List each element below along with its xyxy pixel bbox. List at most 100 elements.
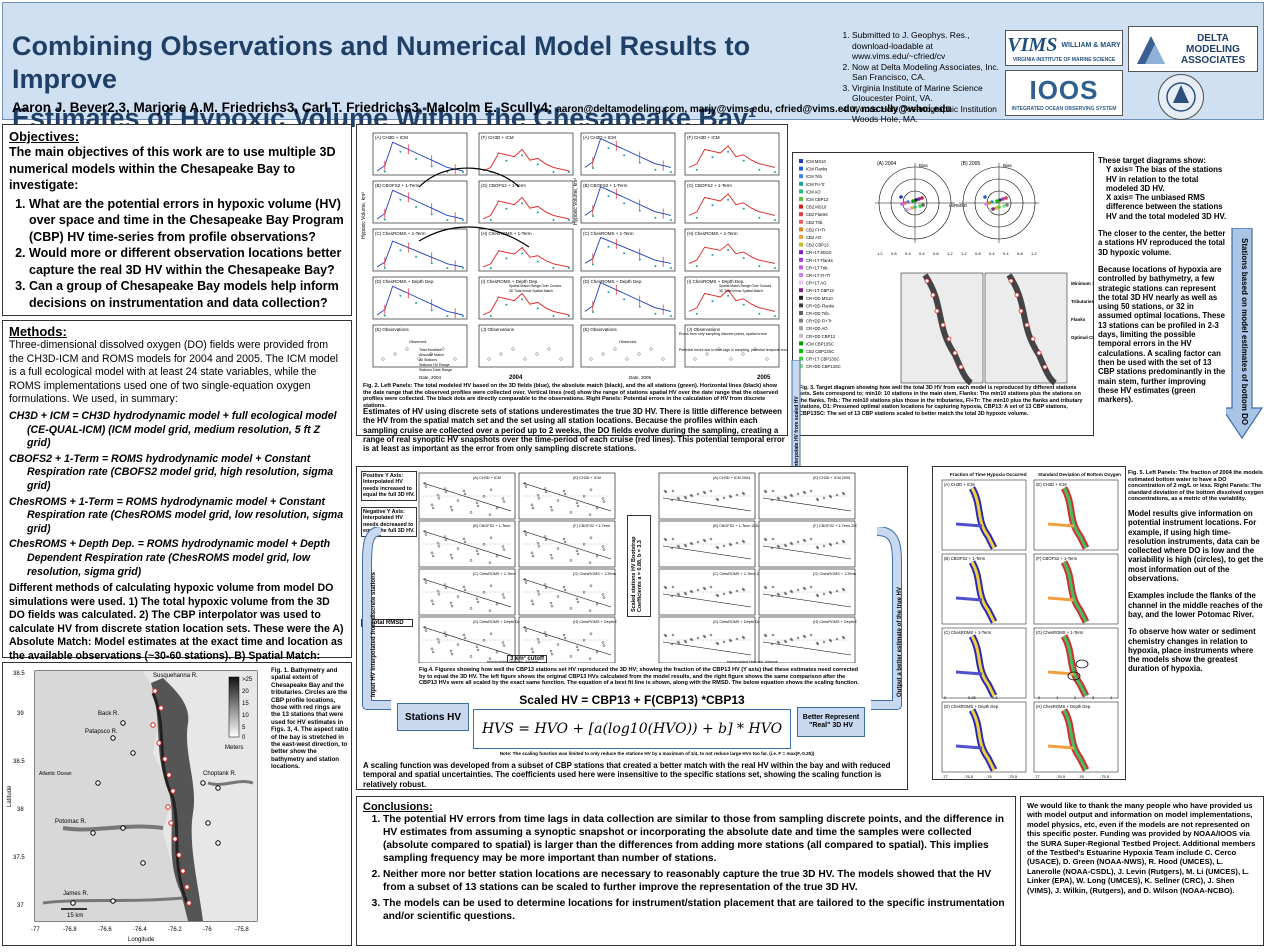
fig5-map-frame (1033, 479, 1119, 551)
scaled-hv-formula: HVS = HVO + [a(log10(HVO)) + b] * HVO (473, 709, 791, 749)
fig5-header: Fraction of Time Hypoxia Occurred (950, 472, 1027, 477)
fig1-ytick: 38.5 (13, 759, 25, 765)
fig4-point (476, 648, 480, 652)
fig2-caption: Fig. 2. Left Panels: The total modeled H… (363, 383, 778, 409)
fig3-data-marker (918, 204, 922, 208)
fig2-point (607, 291, 610, 294)
fig3-legend-entry: CR+DD FI+Tr (806, 319, 832, 324)
ioos-logo-sub: INTEGRATED OCEAN OBSERVING SYSTEM (1011, 105, 1117, 112)
fig4-point (569, 511, 573, 514)
fig1-ytick: 37.5 (13, 855, 25, 861)
fig2-point (654, 168, 657, 171)
fig3-legend-marker (799, 333, 803, 338)
fig2-series-line (584, 137, 672, 168)
fig3-data-marker (1001, 197, 1005, 201)
fig4-point (469, 559, 473, 562)
fig4-point (770, 642, 774, 646)
fig2-point (591, 215, 594, 217)
station-marker (156, 740, 162, 746)
fig5-bay-core (970, 561, 996, 623)
method-chesroms-dd: ChesROMS + Depth Dep. = ROMS hydrodynami… (9, 538, 345, 579)
fig2-point (711, 156, 714, 159)
fig3-station-marker (1014, 292, 1020, 298)
fig3-panel: ICM MS10 ICM Flanks ICM Trib. ICM FI+Tr ICM … (792, 152, 1094, 436)
station-marker (176, 852, 182, 858)
fig3-legend-entry: CR+DD Trib. (806, 311, 830, 316)
fig4-point (664, 586, 668, 590)
fig1-cb-tick: 5 (242, 725, 246, 731)
fig2-panel-title: (C) ChesROMS + 1-Term (583, 231, 634, 236)
fig2-point (654, 216, 657, 219)
fig4-point (501, 545, 505, 548)
fig4-fit-line (662, 593, 752, 608)
fig4-panel-title: (G) ChesROMS + 1-Term 2005 (813, 572, 857, 576)
fig4-point (816, 546, 820, 550)
fig5-xtick: -76 (1078, 774, 1085, 779)
method-icm: CH3D + ICM = CH3D hydrodynamic model + f… (9, 410, 345, 451)
fig4-point (423, 626, 427, 629)
fig4-panel-title: (C) ChesROMS + 1-Term 2004 (713, 572, 765, 576)
fig4-fit-line (762, 641, 852, 656)
fig2-panel-title: (F) CH3D + ICM (481, 135, 514, 140)
fig3-legend-marker (799, 204, 803, 209)
fig4-point (835, 589, 839, 593)
fig1-label: Back R. (98, 711, 119, 717)
fig5-bay-core (1062, 635, 1088, 697)
fig4-scaled-note: Scaled stations HV Bootstrap Coefficient… (631, 536, 643, 613)
affiliation-3: Virginia Institute of Marine Science Glo… (852, 83, 1008, 104)
fig2-observed-point (613, 347, 617, 351)
fig4-point (495, 506, 499, 510)
fig2-point (521, 202, 524, 205)
fig2-year-label: 2005 (757, 375, 771, 381)
fig4-point (671, 537, 675, 541)
fig4-point (729, 591, 733, 595)
fig2-point (607, 245, 610, 248)
fig5-text-2: Examples include the flanks of the chann… (1128, 591, 1263, 619)
fig2-point (430, 309, 433, 312)
fig5-colorbar-tick: 0 (944, 695, 947, 700)
fig4-point (431, 602, 435, 606)
fig3-legend-entry: ICM AO (806, 189, 821, 194)
fig2-point (774, 219, 776, 221)
fig2-curve-arrow (418, 226, 530, 248)
fig4-point (690, 494, 694, 498)
fig4-point (777, 641, 781, 645)
fig4-point (582, 639, 586, 642)
conclusion-item: Neither more nor better station location… (383, 868, 1009, 894)
fig4-fit-line (662, 641, 752, 656)
fig2-point (727, 198, 730, 201)
fig3-data-marker (990, 200, 994, 204)
fig2-observed-point (649, 347, 653, 351)
fig5-panel-title: (E) CH3D + ICM (1036, 482, 1067, 487)
fig4-point (436, 494, 440, 497)
fig4-point (569, 559, 573, 562)
fig4-point (722, 496, 726, 500)
fig4-panel-title: (B) CBOFS2 + 1-Term 2004 (713, 524, 760, 528)
fig2-observed-point (741, 352, 745, 356)
fig2-point (415, 302, 418, 304)
fig2-series-line (584, 281, 672, 312)
fig4-point (450, 604, 454, 608)
fig4-cutoff-label: 3 km³ cutoff (507, 655, 548, 663)
fig4-point (430, 647, 434, 651)
fig3-legend-entry: CR+1T MS10 (806, 250, 832, 255)
fig2-point (670, 171, 672, 173)
fig2-point (521, 154, 524, 157)
fig4-point (537, 641, 541, 644)
station-marker (152, 688, 158, 694)
fig3-station-marker (934, 308, 940, 314)
fig4-point (829, 495, 833, 499)
output-arrow-label: Output a better estimate of the true HV (897, 587, 903, 697)
fig2-point (505, 257, 508, 260)
fig4-point (523, 482, 527, 485)
fig4-point (575, 549, 579, 553)
fig2-point (430, 213, 433, 216)
middle-arrow-label: Interpolate HV from scaled HV (794, 396, 800, 468)
fig3-text-5: Because locations of hypoxia are control… (1098, 264, 1226, 405)
fig4-point (502, 548, 506, 551)
fig4-point (703, 539, 707, 543)
fig4-point (696, 540, 700, 544)
fig2-series-line (482, 246, 570, 268)
fig5-map-frame (1033, 553, 1119, 625)
fig5-colorbar-tick: 0.5 (992, 695, 998, 700)
